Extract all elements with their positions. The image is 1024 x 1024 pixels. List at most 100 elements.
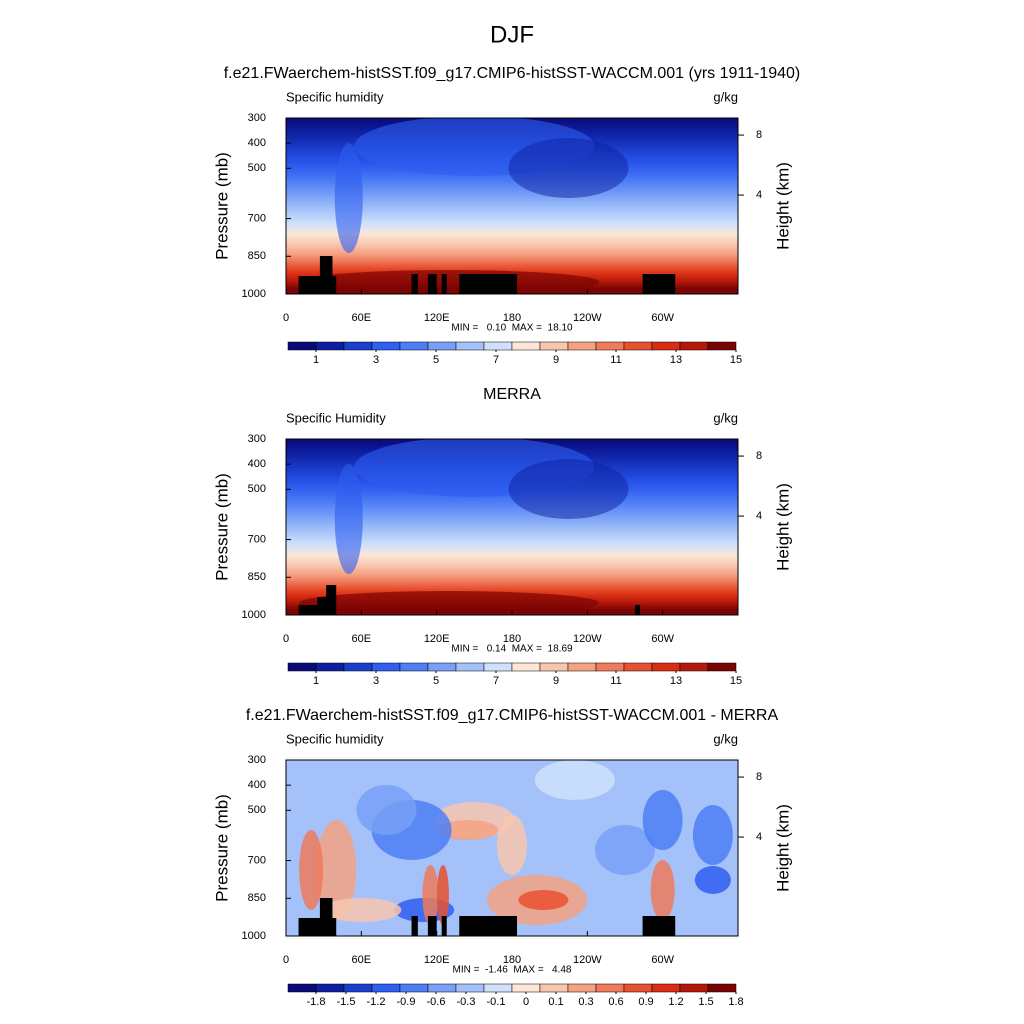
field-blob <box>321 898 402 922</box>
y-tick-label: 300 <box>248 112 266 124</box>
colorbar-box <box>287 983 317 993</box>
panel-title: MERRA <box>483 386 541 403</box>
topography <box>642 916 676 936</box>
colorbar-box <box>567 662 597 672</box>
panel-title: f.e21.FWaerchem-histSST.f09_g17.CMIP6-hi… <box>246 707 779 724</box>
colorbar-tick-label: 15 <box>730 354 742 366</box>
colorbar-box <box>539 341 569 351</box>
x-tick-label: 60W <box>651 954 674 966</box>
colorbar-box <box>455 983 485 993</box>
colorbar-box <box>651 983 681 993</box>
colorbar-tick-label: 15 <box>730 675 742 687</box>
colorbar-box <box>679 662 709 672</box>
colorbar-box <box>707 983 737 993</box>
colorbar-box <box>623 983 653 993</box>
field-label: Specific humidity <box>286 731 384 746</box>
y-tick-label: 700 <box>248 212 266 224</box>
x-tick-label: 120E <box>424 954 450 966</box>
colorbar-box <box>343 662 373 672</box>
colorbar-tick-label: 1.8 <box>728 996 743 1008</box>
x-tick-label: 60E <box>352 633 372 645</box>
colorbar-box <box>539 662 569 672</box>
colorbar-tick-label: 9 <box>553 354 559 366</box>
colorbar-box <box>651 662 681 672</box>
field-blob <box>692 805 733 865</box>
colorbar-box <box>371 983 401 993</box>
topography <box>642 274 676 294</box>
x-tick-label: 60W <box>651 312 674 324</box>
colorbar-tick-label: 5 <box>433 354 439 366</box>
colorbar-tick-label: 11 <box>610 354 621 366</box>
field-blob <box>316 820 357 920</box>
colorbar-tick-label: 7 <box>493 354 499 366</box>
colorbar-tick-label: -1.5 <box>337 996 356 1008</box>
x-tick-label: 60W <box>651 633 674 645</box>
y-axis-label: Pressure (mb) <box>212 152 231 260</box>
field-blob <box>299 591 600 615</box>
units-label: g/kg <box>713 731 738 746</box>
y2-tick-label: 4 <box>756 189 762 201</box>
units-label: g/kg <box>713 410 738 425</box>
colorbar-box <box>455 341 485 351</box>
colorbar-box <box>399 983 429 993</box>
colorbar-tick-label: 0 <box>523 996 529 1008</box>
colorbar-box <box>315 662 345 672</box>
colorbar-tick-label: 13 <box>670 354 682 366</box>
y-tick-label: 400 <box>248 137 266 149</box>
colorbar-box <box>371 662 401 672</box>
x-tick-label: 120W <box>573 633 602 645</box>
colorbar-tick-label: 5 <box>433 675 439 687</box>
field-blob <box>334 464 363 574</box>
field-blob <box>534 760 615 800</box>
colorbar-tick-label: 3 <box>373 354 379 366</box>
colorbar-box <box>511 662 541 672</box>
field-blob <box>299 830 324 910</box>
colorbar-tick-label: 1 <box>313 675 319 687</box>
figure-title: DJF <box>490 21 534 48</box>
colorbar-tick-label: -0.9 <box>397 996 416 1008</box>
y-tick-label: 400 <box>248 458 266 470</box>
y-tick-label: 400 <box>248 779 266 791</box>
x-tick-label: 0 <box>283 312 289 324</box>
topography <box>411 274 418 294</box>
colorbar-box <box>595 341 625 351</box>
colorbar-box <box>427 341 457 351</box>
y2-tick-label: 8 <box>756 450 762 462</box>
colorbar-box <box>287 341 317 351</box>
colorbar-box <box>455 662 485 672</box>
colorbar-box <box>539 983 569 993</box>
topography <box>411 916 418 936</box>
colorbar-tick-label: 0.1 <box>548 996 563 1008</box>
y-tick-label: 500 <box>248 162 266 174</box>
colorbar-tick-label: 3 <box>373 675 379 687</box>
field-blob <box>518 890 569 910</box>
x-tick-label: 120W <box>573 954 602 966</box>
panel-title: f.e21.FWaerchem-histSST.f09_g17.CMIP6-hi… <box>224 65 801 82</box>
colorbar-tick-label: 0.3 <box>578 996 593 1008</box>
topography <box>441 274 447 294</box>
colorbar-box <box>483 983 513 993</box>
field-label: Specific humidity <box>286 89 384 104</box>
colorbar-box <box>595 662 625 672</box>
colorbar-box <box>567 341 597 351</box>
colorbar-box <box>483 662 513 672</box>
colorbar-box <box>427 983 457 993</box>
colorbar-tick-label: 1.5 <box>698 996 713 1008</box>
y-tick-label: 700 <box>248 533 266 545</box>
field-blob <box>497 815 527 875</box>
colorbar-box <box>427 662 457 672</box>
topography <box>441 916 447 936</box>
y2-tick-label: 4 <box>756 831 762 843</box>
field-blob <box>436 865 449 925</box>
topography <box>427 274 437 294</box>
y-tick-label: 1000 <box>242 609 266 621</box>
colorbar-box <box>287 662 317 672</box>
min-max-label: MIN = -1.46 MAX = 4.48 <box>453 965 572 976</box>
colorbar-box <box>399 662 429 672</box>
contour-field <box>286 118 738 294</box>
contour-field <box>286 760 738 936</box>
y-tick-label: 1000 <box>242 288 266 300</box>
topography <box>635 605 641 615</box>
topography <box>319 898 333 936</box>
